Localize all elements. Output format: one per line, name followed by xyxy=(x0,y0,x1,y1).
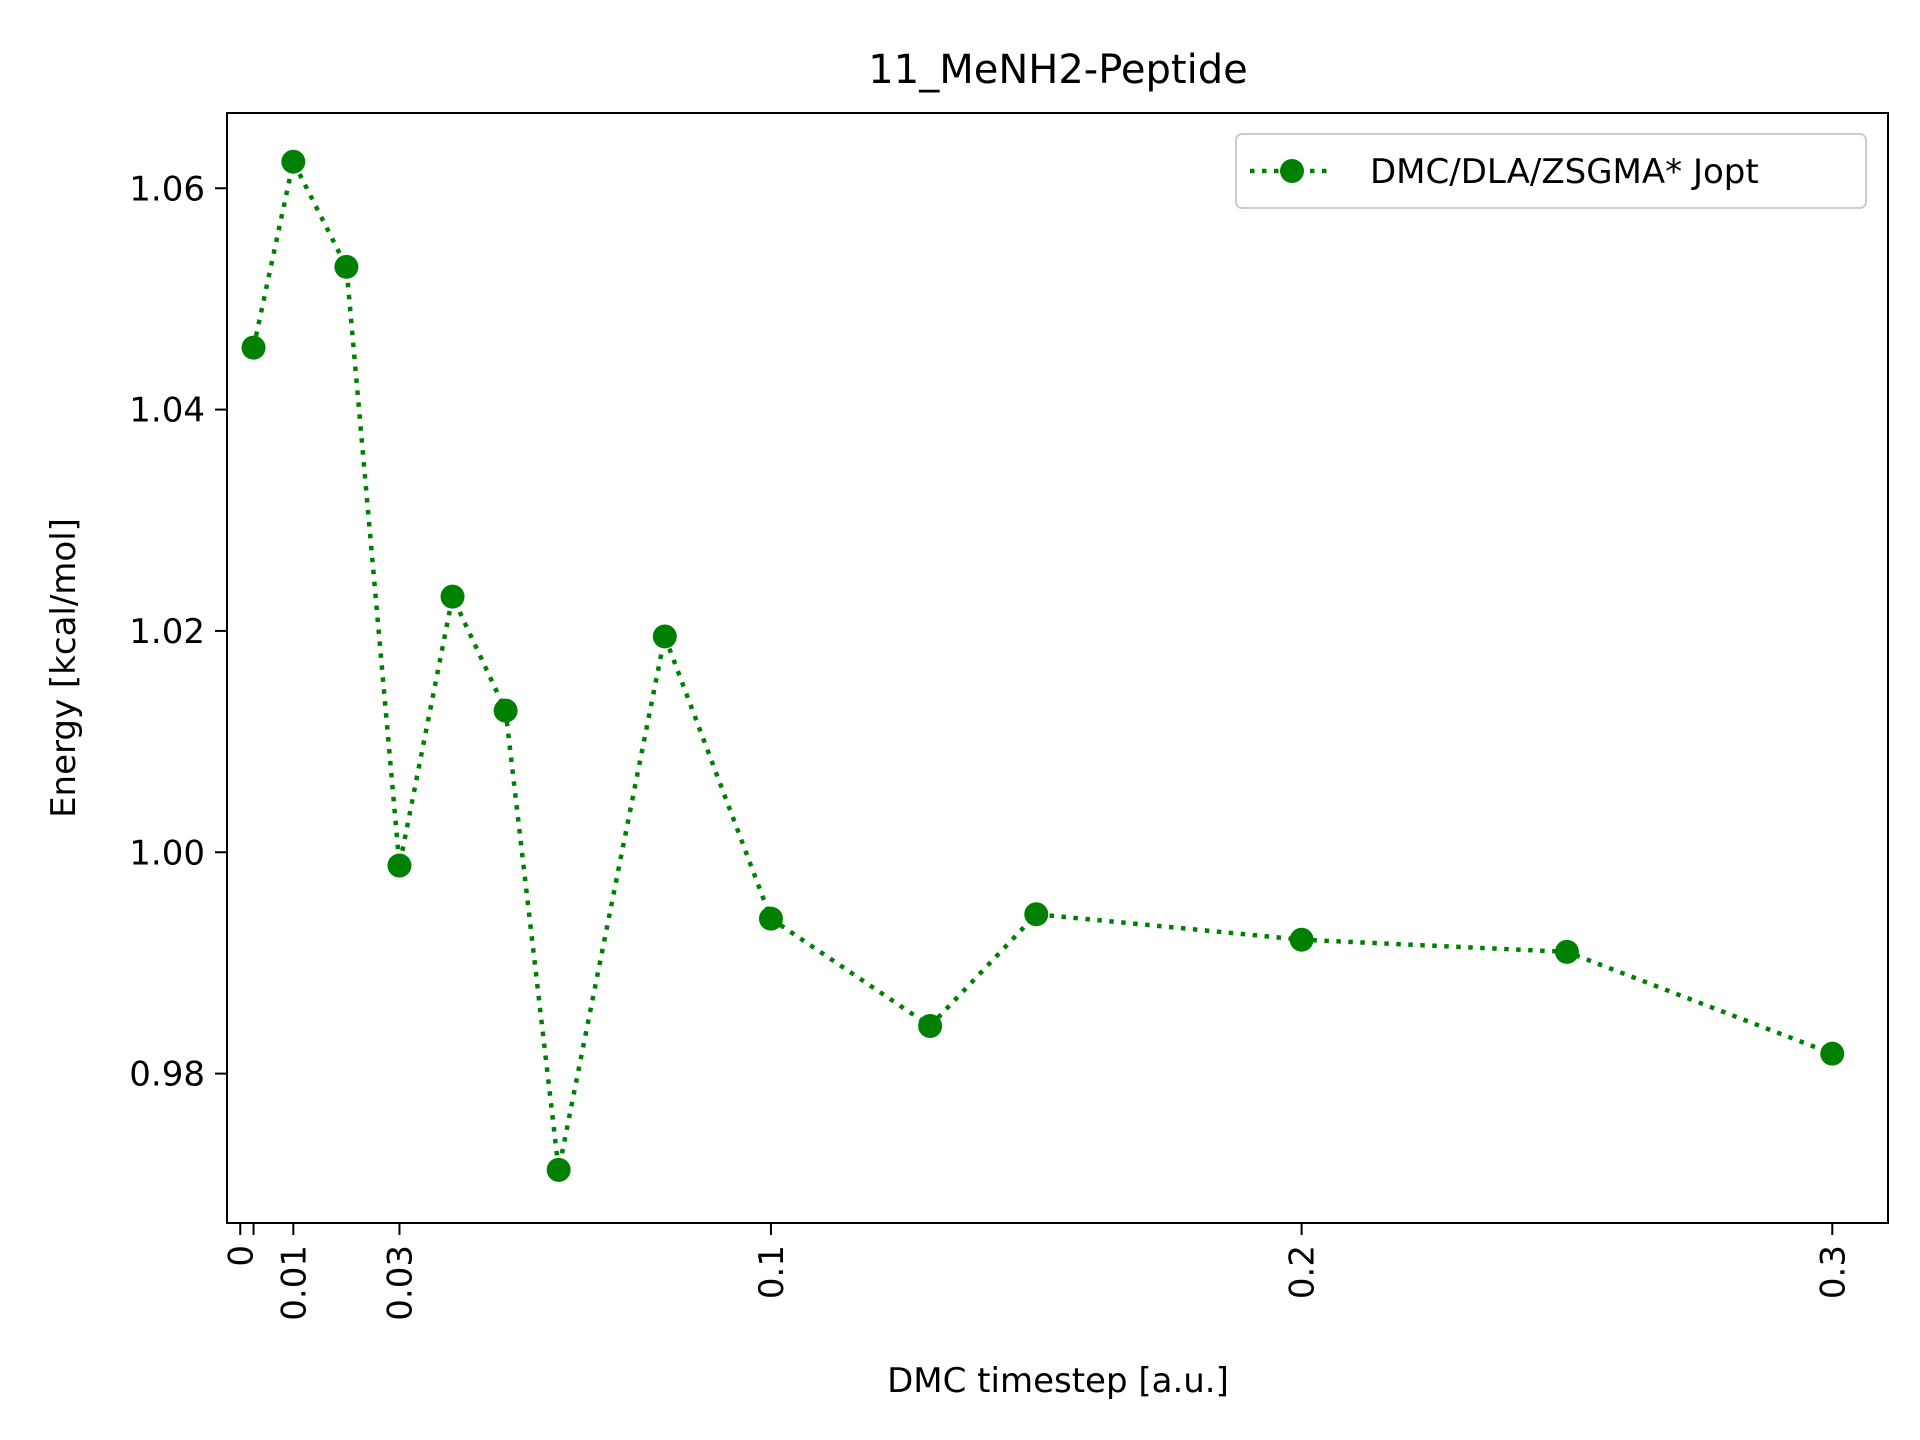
data-point xyxy=(918,1014,943,1039)
data-point xyxy=(440,584,465,609)
x-axis-label: DMC timestep [a.u.] xyxy=(887,1361,1229,1401)
x-tick-label: 0.1 xyxy=(752,1245,792,1299)
y-tick-label: 1.06 xyxy=(129,169,205,209)
data-point xyxy=(281,149,306,174)
y-tick-label: 0.98 xyxy=(129,1055,205,1095)
legend-marker-swatch xyxy=(1280,159,1304,183)
data-point xyxy=(387,853,412,878)
data-point xyxy=(241,335,266,360)
x-tick-label: 0.3 xyxy=(1813,1245,1853,1299)
y-tick-label: 1.04 xyxy=(129,391,205,431)
plot-frame xyxy=(226,112,1889,1224)
data-point xyxy=(652,624,677,649)
chart-title: 11_MeNH2-Peptide xyxy=(868,47,1247,93)
x-tick-label: 0.01 xyxy=(274,1245,314,1321)
legend-label: DMC/DLA/ZSGMA* Jopt xyxy=(1370,152,1759,192)
data-point xyxy=(493,698,518,723)
series-layer xyxy=(241,149,1845,1182)
data-point xyxy=(1289,927,1314,952)
data-point xyxy=(1024,902,1049,927)
x-tick-label: 0 xyxy=(221,1245,261,1267)
x-tick-label: 0.03 xyxy=(380,1245,420,1321)
y-tick-label: 1.02 xyxy=(129,612,205,652)
data-point xyxy=(758,906,783,931)
y-tick-label: 1.00 xyxy=(129,833,205,873)
y-axis-label: Energy [kcal/mol] xyxy=(44,518,84,818)
x-tick-label: 0.2 xyxy=(1283,1245,1323,1299)
data-point xyxy=(1554,939,1579,964)
x-axis-ticks: 0 0.01 0.03 0.1 0.2 0.3 xyxy=(221,1223,1853,1321)
legend-box xyxy=(1235,133,1867,209)
legend: DMC/DLA/ZSGMA* Jopt xyxy=(1235,133,1867,209)
y-axis-ticks: 0.98 1.00 1.02 1.04 1.06 xyxy=(129,169,227,1095)
data-point xyxy=(1820,1041,1845,1066)
data-point xyxy=(334,254,359,279)
series-line xyxy=(251,154,1834,1171)
data-point xyxy=(546,1157,571,1182)
